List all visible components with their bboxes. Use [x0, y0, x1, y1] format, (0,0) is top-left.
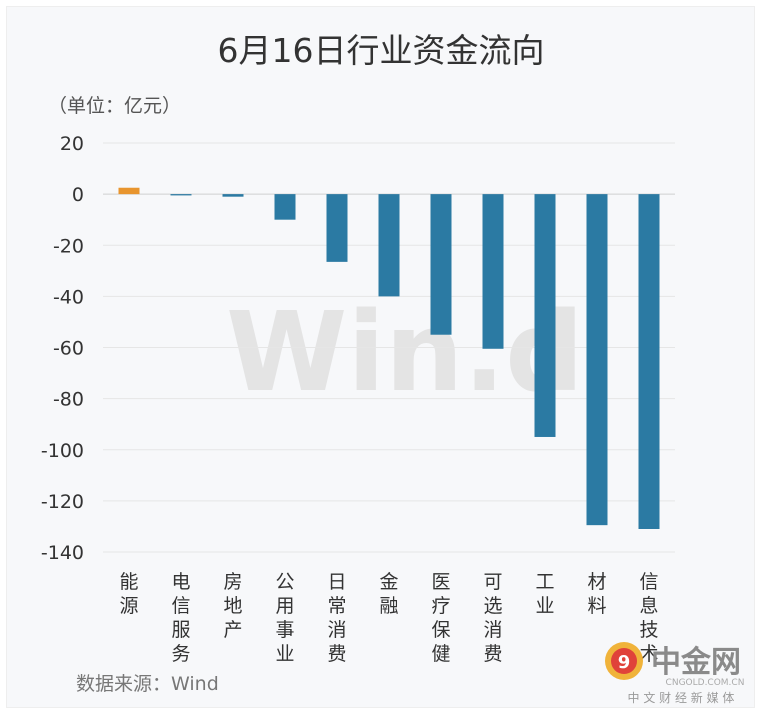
- category-label: 金融: [379, 571, 398, 617]
- category-label: 医疗保健: [431, 571, 450, 665]
- logo-inner-icon: [611, 648, 637, 674]
- y-tick-label: -120: [41, 491, 84, 513]
- y-tick-label: -80: [53, 389, 84, 411]
- bar-8: [534, 194, 556, 437]
- unit-label: （单位：亿元）: [48, 95, 181, 117]
- bar-3: [274, 194, 296, 220]
- y-tick-label: -20: [53, 235, 84, 257]
- category-label: 电信服务: [171, 571, 190, 665]
- logo-tagline: 中 文 财 经 新 媒 体: [628, 690, 735, 705]
- chart-frame: [6, 6, 755, 708]
- cngold-logo: 9 中金网 CNGOLD.COM.CN 中 文 财 经 新 媒 体: [605, 642, 744, 705]
- source-note: 数据来源：Wind: [76, 673, 219, 695]
- chart-title: 6月16日行业资金流向: [218, 31, 545, 70]
- bar-7: [482, 194, 504, 349]
- category-label: 日常消费: [327, 571, 346, 665]
- logo-mark-icon: 9: [618, 652, 631, 673]
- logo-site: CNGOLD.COM.CN: [666, 678, 745, 688]
- category-label: 公用事业: [275, 571, 294, 665]
- y-tick-label: 0: [72, 184, 84, 206]
- y-tick-label: -40: [53, 286, 84, 308]
- logo-name: 中金网: [651, 645, 741, 680]
- category-label: 能源: [119, 571, 138, 617]
- bar-6: [430, 194, 452, 335]
- category-label: 工业: [535, 571, 554, 617]
- y-tick-label: -140: [41, 542, 84, 564]
- y-tick-label: -60: [53, 338, 84, 360]
- category-label: 房地产: [223, 571, 242, 641]
- bar-9: [586, 194, 608, 526]
- bar-10: [638, 194, 660, 529]
- bars: [118, 187, 660, 529]
- watermark-text: Win.d: [226, 288, 584, 416]
- bar-2: [222, 194, 244, 197]
- y-axis-ticks: 20 0 -20 -40 -60 -80 -100 -120 -140: [41, 133, 84, 564]
- category-label: 可选消费: [483, 571, 502, 665]
- bar-0: [118, 187, 140, 195]
- y-tick-label: 20: [60, 133, 84, 155]
- bar-5: [378, 194, 400, 297]
- bar-4: [326, 194, 348, 262]
- gridlines: [103, 142, 675, 553]
- category-label: 材料: [587, 571, 606, 617]
- y-tick-label: -100: [41, 440, 84, 462]
- bar-1: [170, 194, 192, 196]
- category-label: 信息技术: [639, 571, 658, 665]
